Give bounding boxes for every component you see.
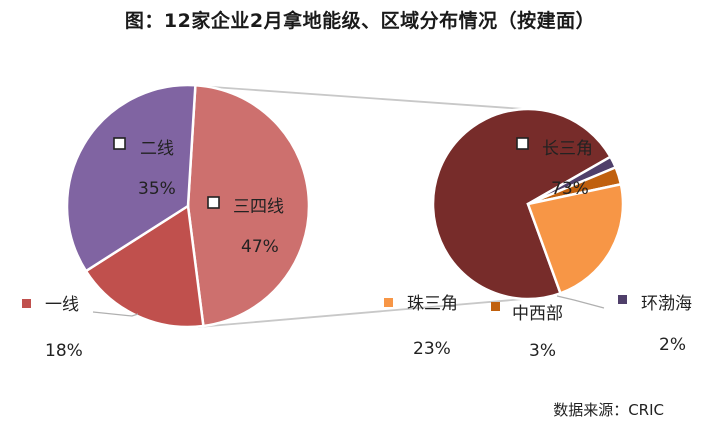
slice-label-chang-san-jiao: 长三角 [542,139,593,159]
leader-line-yi-xian [92,311,139,317]
connector-line-top [197,85,525,110]
main-slice-2 [65,83,197,273]
chart-title: 图：12家企业2月拿地能级、区域分布情况（按建面） [124,10,596,32]
slice-value-zhu-san-jiao: 23% [413,339,451,359]
slice-label-er-xian: 二线 [140,139,174,159]
slice-value-er-xian: 35% [138,179,176,199]
secondary-slice-3 [526,182,625,295]
label-marker-san-si-xian [207,196,220,209]
legend-swatch-huan-bo-hai [618,295,627,304]
slice-label-huan-bo-hai: 环渤海 [641,294,692,314]
slice-label-zhong-xi-bu: 中西部 [512,304,563,324]
slice-label-yi-xian: 一线 [45,295,79,315]
label-marker-chang-san-jiao [516,137,529,150]
slice-value-yi-xian: 18% [45,341,83,361]
slice-value-san-si-xian: 47% [241,237,279,257]
slice-value-chang-san-jiao: 73% [551,179,589,199]
main-slice-1 [84,203,205,329]
leader-line-huan-bo-hai [556,295,605,309]
label-marker-er-xian [113,137,126,150]
secondary-slice-0 [431,107,613,301]
slice-label-san-si-xian: 三四线 [233,197,284,217]
legend-swatch-yi-xian [22,299,31,308]
slice-value-zhong-xi-bu: 3% [529,341,556,361]
source-note: 数据来源：CRIC [553,401,664,419]
main-slice-0 [186,83,311,328]
slice-value-huan-bo-hai: 2% [659,335,686,355]
connector-line-bottom [197,298,525,328]
slice-label-zhu-san-jiao: 珠三角 [407,294,458,314]
legend-swatch-zhong-xi-bu [491,302,500,311]
legend-swatch-zhu-san-jiao [384,298,393,307]
